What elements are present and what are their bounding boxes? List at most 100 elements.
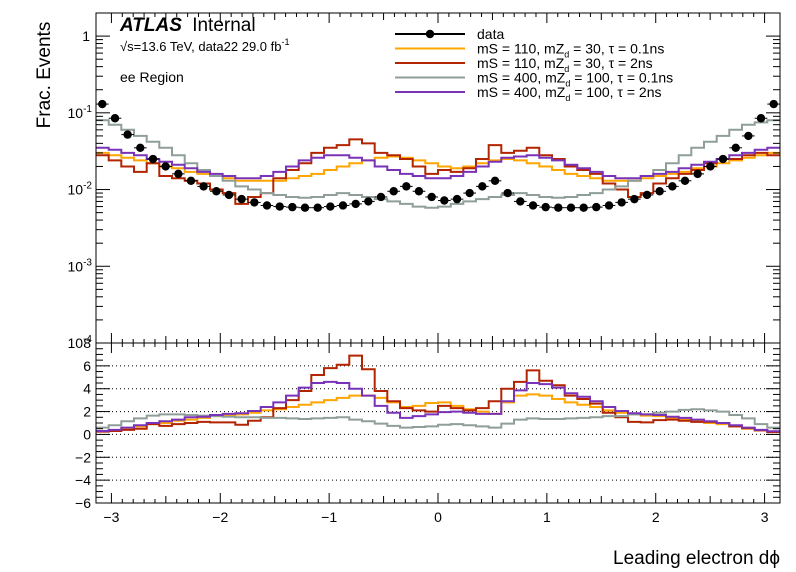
data-point: [338, 201, 348, 210]
data-point: [275, 202, 284, 211]
ratio-y-tick-label: 2: [83, 404, 91, 420]
data-point: [148, 154, 158, 164]
legend-label: mS = 110, mZd = 30, τ = 2ns: [477, 55, 653, 74]
x-axis-title: Leading electron dϕ: [613, 548, 780, 569]
legend-label: mS = 110, mZd = 30, τ = 0.1ns: [477, 41, 664, 60]
data-point: [642, 190, 652, 200]
region-label: ee Region: [120, 69, 184, 85]
y-tick-label: 1: [82, 28, 90, 44]
data-point: [756, 114, 766, 123]
data-point: [98, 99, 107, 109]
ratio-y-tick-label: −4: [75, 472, 91, 488]
data-point: [414, 187, 424, 196]
data-point: [110, 114, 120, 123]
y-axis-title: Frac. Events: [34, 22, 55, 129]
data-point: [592, 202, 601, 212]
main-series-4-line: [96, 146, 780, 180]
ratio-y-tick-label: 8: [83, 335, 91, 351]
ratio-y-tick-label: −2: [75, 449, 91, 465]
data-point: [326, 202, 335, 211]
data-point: [186, 176, 196, 186]
x-tick-label: 0: [434, 509, 442, 525]
data-point: [161, 162, 170, 171]
main-series-layer: [96, 119, 780, 209]
data-point: [262, 201, 272, 210]
ratio-y-tick-label: 4: [83, 381, 91, 397]
data-point: [706, 162, 715, 171]
data-point: [478, 182, 487, 191]
data-point: [604, 201, 614, 210]
data-point: [237, 194, 246, 204]
data-point: [402, 182, 411, 191]
data-point: [313, 203, 322, 212]
data-point: [136, 143, 145, 153]
x-tick-label: 2: [652, 509, 660, 525]
x-tick-label: −3: [103, 509, 119, 525]
x-tick-label: 1: [543, 509, 551, 525]
data-point: [528, 201, 538, 210]
main-panel: 1 10-1 10-2 10-3 10-4: [68, 12, 781, 351]
lumi-exponent: -1: [281, 37, 289, 47]
ratio-y-axis: 8 6 4 2 0 −2 −4 −6: [75, 335, 780, 511]
ratio-y-tick-label: 0: [83, 426, 91, 442]
atlas-label: ATLAS Internal: [119, 15, 256, 36]
data-point: [300, 203, 310, 212]
ratio-series-2-line: [96, 354, 780, 434]
y-tick-label: 10-2: [68, 181, 93, 198]
data-point: [655, 187, 664, 196]
data-point: [250, 198, 259, 207]
main-x-axis: [110, 13, 766, 343]
experiment-name: ATLAS: [119, 15, 182, 36]
data-point: [566, 203, 576, 212]
legend-label: data: [477, 26, 504, 42]
ratio-x-axis: −3 −2 −1 0 1 2 3: [103, 343, 769, 525]
data-points-layer: [96, 99, 780, 212]
data-point: [579, 203, 588, 212]
data-point: [718, 154, 728, 164]
data-point: [744, 131, 753, 141]
y-tick-label: 10-4: [68, 334, 93, 351]
x-tick-label: 3: [761, 509, 769, 525]
status-label: Internal: [192, 15, 255, 36]
data-point: [503, 188, 512, 198]
main-series-3-line: [96, 119, 780, 209]
x-tick-label: −2: [212, 509, 228, 525]
main-y-axis: 1 10-1 10-2 10-3 10-4: [68, 28, 780, 351]
y-tick-label: 10-3: [68, 257, 93, 274]
legend-label: mS = 400, mZd = 100, τ = 2ns: [477, 84, 661, 103]
data-point: [668, 182, 677, 191]
data-point: [389, 187, 398, 196]
data-point: [288, 202, 297, 212]
data-point: [516, 197, 525, 206]
y-tick-label: 10-1: [68, 104, 93, 121]
data-point: [693, 169, 702, 179]
data-point: [769, 99, 778, 109]
ratio-panel: 8 6 4 2 0 −2 −4 −6 −3 −2 −1 0 1 2 3: [75, 335, 781, 525]
legend-marker: [425, 29, 435, 39]
main-series-2-line: [96, 138, 780, 205]
data-point: [123, 130, 132, 139]
data-point: [364, 197, 373, 206]
data-point: [490, 176, 500, 186]
data-point: [731, 143, 740, 153]
data-point: [376, 192, 386, 202]
data-point: [630, 194, 639, 204]
energy-lumi-label: √s=13.6 TeV, data22 29.0 fb-1: [120, 37, 289, 54]
data-point: [541, 202, 550, 212]
energy-text: √s=13.6 TeV, data22 29.0 fb: [120, 39, 281, 54]
data-point: [617, 198, 626, 207]
legend-label: mS = 400, mZd = 100, τ = 0.1ns: [477, 70, 673, 89]
ratio-series-layer: [96, 354, 780, 434]
ratio-y-tick-label: 6: [83, 358, 91, 374]
x-tick-label: −1: [321, 509, 337, 525]
data-point: [440, 196, 449, 205]
data-point: [680, 176, 690, 186]
data-point: [174, 169, 183, 179]
data-point: [351, 199, 360, 209]
ratio-y-tick-label: −6: [75, 495, 91, 511]
data-point: [224, 190, 234, 200]
data-point: [212, 187, 221, 196]
data-point: [554, 203, 563, 212]
